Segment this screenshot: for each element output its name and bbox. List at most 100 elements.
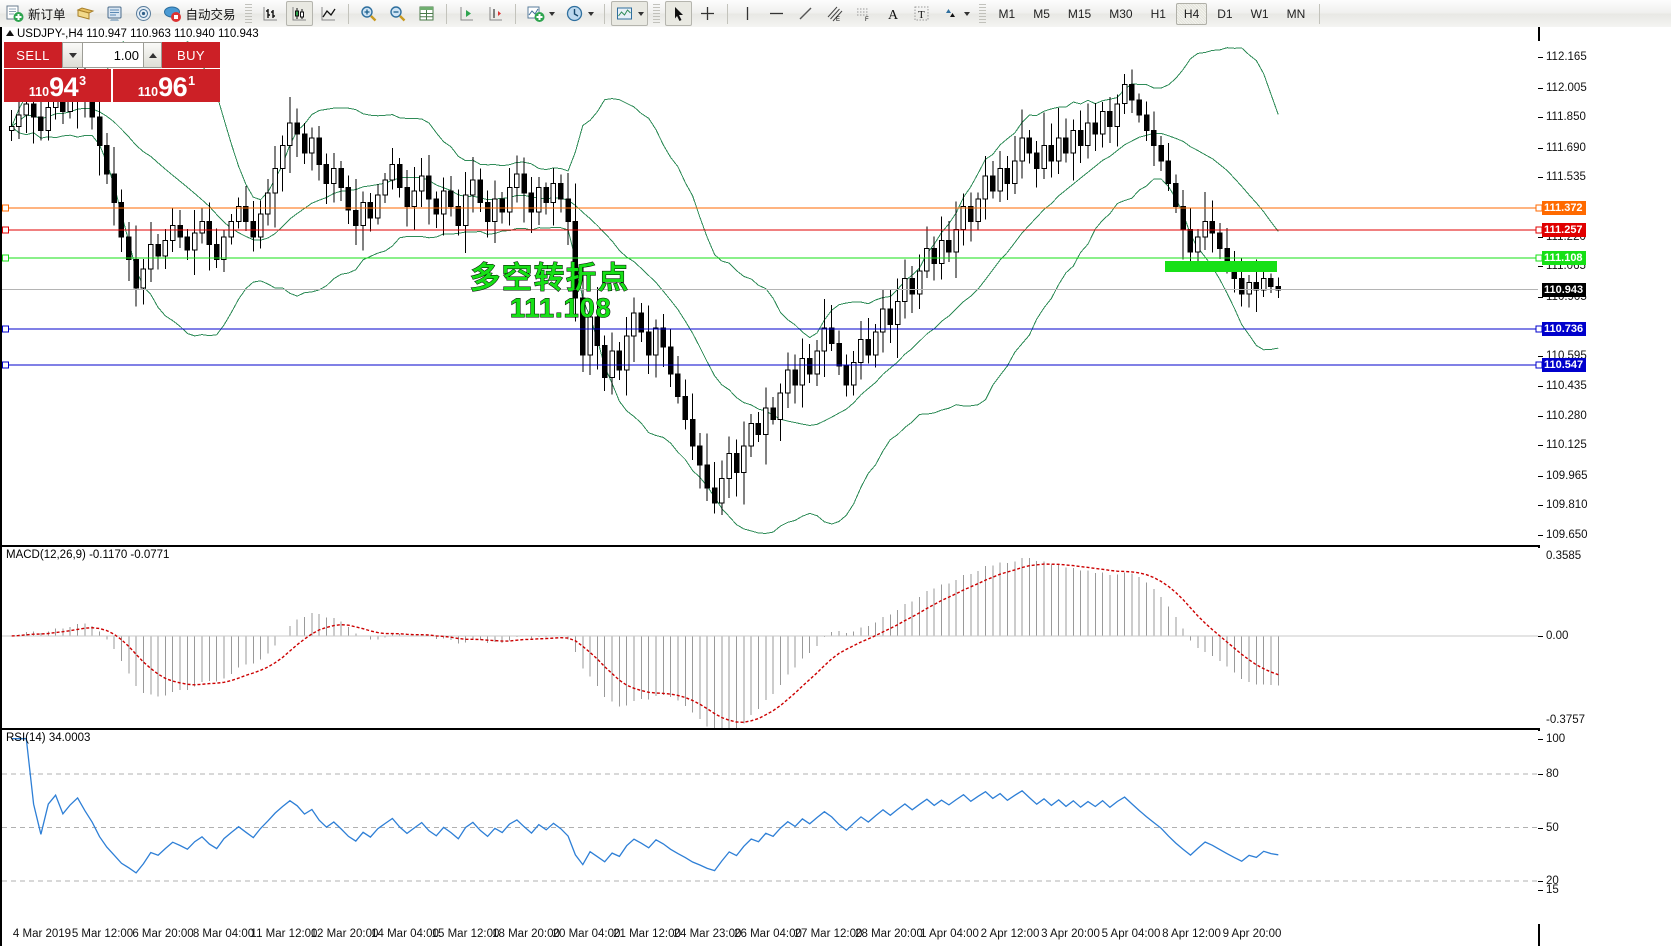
line-chart-button[interactable] [315, 1, 342, 26]
signals-button[interactable] [130, 1, 157, 26]
equidistant-channel-tool[interactable]: E [821, 1, 848, 26]
chart-shift-button[interactable] [482, 1, 509, 26]
macd-scale[interactable]: 0.3585 0.00 -0.3757 [1538, 548, 1671, 728]
price-level-tag-resistance-orange[interactable]: 111.372 [1542, 200, 1586, 215]
price-tick-label: 111.690 [1546, 141, 1586, 154]
toolbar-grip-3[interactable] [978, 4, 986, 23]
svg-text:F: F [865, 17, 869, 23]
zoom-out-button[interactable] [384, 1, 411, 26]
cursor-icon [669, 4, 688, 23]
timeframe-m30[interactable]: M30 [1109, 6, 1133, 21]
chart-area[interactable]: USDJPY-,H4 110.947 110.963 110.940 110.9… [0, 27, 1671, 946]
data-folder-button[interactable] [72, 1, 99, 26]
volume-value[interactable]: 1.00 [83, 43, 143, 67]
price-tick [1538, 117, 1543, 119]
new-order-button[interactable]: 新订单 [1, 1, 70, 26]
text-label-tool[interactable]: T [908, 1, 935, 26]
time-axis-label: 28 Mar 20:00 [855, 928, 923, 940]
macd-pane[interactable]: MACD(12,26,9) -0.1170 -0.0771 [2, 548, 1538, 728]
toolbar-separator-2 [445, 3, 447, 24]
price-level-tag-resistance-red[interactable]: 111.257 [1542, 222, 1586, 237]
auto-scroll-button[interactable] [453, 1, 480, 26]
time-axis[interactable]: 4 Mar 2019 5 Mar 12:00 6 Mar 20:00 8 Mar 04… [2, 924, 1538, 946]
annotation-title: 多空转折点 [470, 262, 630, 296]
price-level-tag-pivot-green[interactable]: 111.108 [1542, 251, 1586, 266]
periods-button[interactable] [561, 1, 598, 26]
price-pane[interactable]: 多空转折点 111.108 [2, 41, 1538, 545]
timeframe-w1[interactable]: W1 [1250, 6, 1269, 21]
price-level-tag-last-price[interactable]: 110.943 [1542, 282, 1587, 297]
price-level-tag-support-blue-1[interactable]: 110.736 [1542, 321, 1587, 336]
timeframe-m1[interactable]: M1 [998, 6, 1016, 21]
level-handle[interactable] [1535, 204, 1543, 212]
time-axis-label: 5 Apr 04:00 [1101, 928, 1161, 940]
time-axis-label: 1 Apr 04:00 [920, 928, 979, 940]
shapes-icon [941, 4, 960, 23]
volume-dropdown-button[interactable] [63, 43, 83, 67]
timeframe-mn[interactable]: MN [1286, 6, 1306, 21]
templates-button[interactable] [610, 1, 648, 26]
indicators-caret-icon[interactable] [548, 11, 555, 16]
text-tool[interactable]: A [879, 1, 906, 26]
fibonacci-tool[interactable]: F [850, 1, 877, 26]
rsi-pane[interactable]: RSI(14) 34.0003 [2, 731, 1538, 924]
terminal-button[interactable] [101, 1, 128, 26]
indicators-button[interactable] [522, 1, 559, 26]
price-tick-label: 109.810 [1546, 499, 1588, 512]
price-level-tag-support-blue-2[interactable]: 110.547 [1542, 357, 1587, 372]
buy-button[interactable]: BUY [162, 42, 220, 68]
macd-tick-label: -0.3757 [1546, 714, 1586, 726]
time-axis-label: 18 Mar 20:00 [492, 928, 560, 940]
collapse-triangle-icon[interactable] [6, 30, 14, 36]
price-tick [1538, 535, 1543, 537]
rsi-scale[interactable]: 100 80 50 20 15 [1538, 731, 1671, 924]
shapes-tool[interactable] [937, 1, 974, 26]
templates-caret-icon[interactable] [637, 11, 644, 16]
macd-tick-label: 0.00 [1546, 629, 1569, 642]
sell-price-display[interactable]: 110 94 3 [4, 69, 111, 102]
toolbar-grip-2[interactable] [652, 4, 660, 23]
price-scale[interactable]: 112.165 112.005 111.850 111.690 111.535 111.2… [1535, 41, 1671, 545]
buy-price-display[interactable]: 110 96 1 [113, 69, 220, 102]
price-tick [1538, 296, 1543, 298]
timeframe-h1[interactable]: H1 [1150, 6, 1166, 21]
price-tick [1538, 266, 1543, 268]
timeframe-d1[interactable]: D1 [1217, 6, 1233, 21]
bar-chart-button[interactable] [257, 1, 284, 26]
timeframe-group: M1 M5 M15 M30 H1 H4 D1 W1 MN [990, 2, 1315, 25]
pane-separator-1[interactable] [2, 545, 1538, 547]
level-handle[interactable] [1535, 226, 1543, 234]
auto-trading-button[interactable]: 自动交易 [159, 1, 240, 26]
vertical-line-tool[interactable] [734, 1, 761, 26]
candlestick-chart-button[interactable] [285, 1, 313, 26]
trade-panel[interactable]: SELL 1.00 BUY 110 94 3 110 96 1 [4, 42, 220, 102]
shapes-caret-icon[interactable] [963, 11, 970, 16]
level-handle[interactable] [1535, 254, 1543, 262]
horizontal-line-tool[interactable] [763, 1, 790, 26]
svg-text:A: A [888, 8, 899, 23]
timeframe-m15[interactable]: M15 [1067, 6, 1092, 21]
pane-separator-2[interactable] [2, 728, 1538, 730]
auto-trading-label: 自动交易 [185, 8, 236, 22]
sell-button[interactable]: SELL [4, 42, 62, 68]
price-tick [1538, 236, 1543, 238]
periods-caret-icon[interactable] [587, 11, 594, 16]
crosshair-icon [698, 4, 717, 23]
timeframe-h4[interactable]: H4 [1175, 2, 1208, 25]
horizontal-line-icon [767, 4, 786, 23]
level-handle[interactable] [1535, 361, 1543, 369]
toolbar-grip-1[interactable] [244, 4, 252, 23]
time-axis-label: 12 Mar 20:00 [310, 928, 379, 940]
timeframe-m5[interactable]: M5 [1033, 6, 1050, 21]
volume-increment-button[interactable] [143, 43, 161, 67]
trendline-tool[interactable] [792, 1, 819, 26]
zoom-in-button[interactable] [355, 1, 382, 26]
svg-text:E: E [836, 17, 840, 23]
crosshair-tool[interactable] [694, 1, 721, 26]
level-handle[interactable] [1535, 325, 1543, 333]
volume-stepper[interactable]: 1.00 [62, 42, 162, 68]
vertical-line-icon [738, 4, 757, 23]
cursor-tool[interactable] [664, 1, 692, 26]
grid-button[interactable] [413, 1, 440, 26]
price-tick-label: 110.435 [1546, 380, 1587, 393]
